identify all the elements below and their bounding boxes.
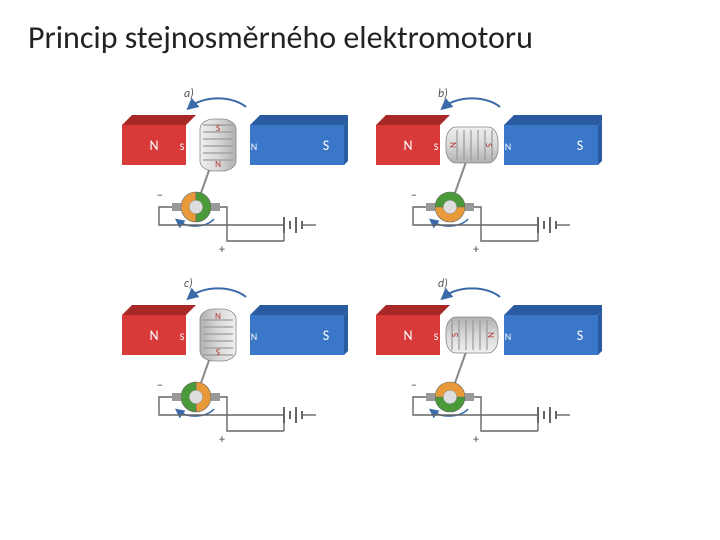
minus-label: − bbox=[157, 189, 163, 203]
rotor-top-pole: S bbox=[450, 333, 461, 337]
panel-label: d) bbox=[438, 277, 448, 291]
wire-positive bbox=[220, 207, 284, 241]
rotor-top-pole: S bbox=[216, 123, 220, 134]
plus-label: + bbox=[473, 433, 479, 447]
gap-n-label: N bbox=[505, 330, 511, 343]
minus-label: − bbox=[411, 189, 417, 203]
diagram-grid: N S S N S N bbox=[0, 87, 720, 447]
motor-diagram: N S S N S N bbox=[118, 277, 348, 447]
stator-n-label: N bbox=[149, 327, 158, 344]
rotor-top-pole: S bbox=[483, 143, 494, 147]
gap-n-label: N bbox=[505, 140, 511, 153]
wire-positive bbox=[474, 207, 538, 241]
battery-icon bbox=[538, 217, 570, 241]
brush-right bbox=[465, 393, 474, 401]
panel-label: b) bbox=[438, 87, 448, 101]
rotation-arrow bbox=[190, 288, 246, 297]
panel-d: N S S N S N bbox=[372, 277, 602, 447]
rotor: S N bbox=[200, 309, 236, 361]
panel-label: c) bbox=[184, 277, 193, 291]
brush-right bbox=[465, 203, 474, 211]
stator-south bbox=[504, 315, 598, 355]
wire-positive bbox=[474, 397, 538, 431]
wire-positive bbox=[220, 397, 284, 431]
rotor-bot-pole: N bbox=[447, 142, 458, 148]
panel-c: N S S N S N bbox=[118, 277, 348, 447]
rotor: S N bbox=[200, 119, 236, 171]
brush-left bbox=[426, 393, 435, 401]
plus-label: + bbox=[219, 433, 225, 447]
plus-label: + bbox=[219, 243, 225, 257]
rotor-bot-pole: N bbox=[215, 310, 221, 321]
rotation-arrow bbox=[190, 98, 246, 107]
minus-label: − bbox=[157, 379, 163, 393]
minus-label: − bbox=[411, 379, 417, 393]
rotor-bot-pole: N bbox=[215, 159, 221, 170]
brush-right bbox=[211, 203, 220, 211]
battery-icon bbox=[538, 407, 570, 431]
stator-n-label: N bbox=[403, 327, 412, 344]
gap-s-label: S bbox=[180, 140, 185, 153]
motor-diagram: N S S N S N bbox=[372, 277, 602, 447]
rotor: S N bbox=[446, 317, 498, 353]
stator-south bbox=[250, 315, 344, 355]
brush-left bbox=[172, 393, 181, 401]
brush-left bbox=[172, 203, 181, 211]
panel-label: a) bbox=[184, 87, 194, 101]
commutator bbox=[435, 192, 465, 222]
panel-a: N S S N S N bbox=[118, 87, 348, 257]
brush-left bbox=[426, 203, 435, 211]
commutator bbox=[435, 382, 465, 412]
rotation-arrow bbox=[444, 98, 500, 107]
stator-s-label: S bbox=[323, 327, 329, 344]
battery-icon bbox=[284, 217, 316, 241]
gap-n-label: N bbox=[251, 140, 257, 153]
brush-right bbox=[211, 393, 220, 401]
rotor-top-pole: S bbox=[216, 346, 220, 357]
motor-diagram: N S S N S N bbox=[372, 87, 602, 257]
commutator bbox=[181, 192, 211, 222]
stator-n-label: N bbox=[149, 137, 158, 154]
stator-s-label: S bbox=[323, 137, 329, 154]
gap-s-label: S bbox=[180, 330, 185, 343]
rotor-bot-pole: N bbox=[486, 332, 497, 338]
commutator bbox=[181, 382, 211, 412]
gap-n-label: N bbox=[251, 330, 257, 343]
stator-s-label: S bbox=[577, 327, 583, 344]
battery-icon bbox=[284, 407, 316, 431]
page-title: Princip stejnosměrného elektromotoru bbox=[0, 0, 720, 57]
stator-s-label: S bbox=[577, 137, 583, 154]
gap-s-label: S bbox=[434, 140, 439, 153]
gap-s-label: S bbox=[434, 330, 439, 343]
stator-n-label: N bbox=[403, 137, 412, 154]
plus-label: + bbox=[473, 243, 479, 257]
panel-b: N S S N S N bbox=[372, 87, 602, 257]
stator-south bbox=[504, 125, 598, 165]
stator-south bbox=[250, 125, 344, 165]
rotor: S N bbox=[446, 127, 498, 163]
rotation-arrow bbox=[444, 288, 500, 297]
motor-diagram: N S S N S N bbox=[118, 87, 348, 257]
